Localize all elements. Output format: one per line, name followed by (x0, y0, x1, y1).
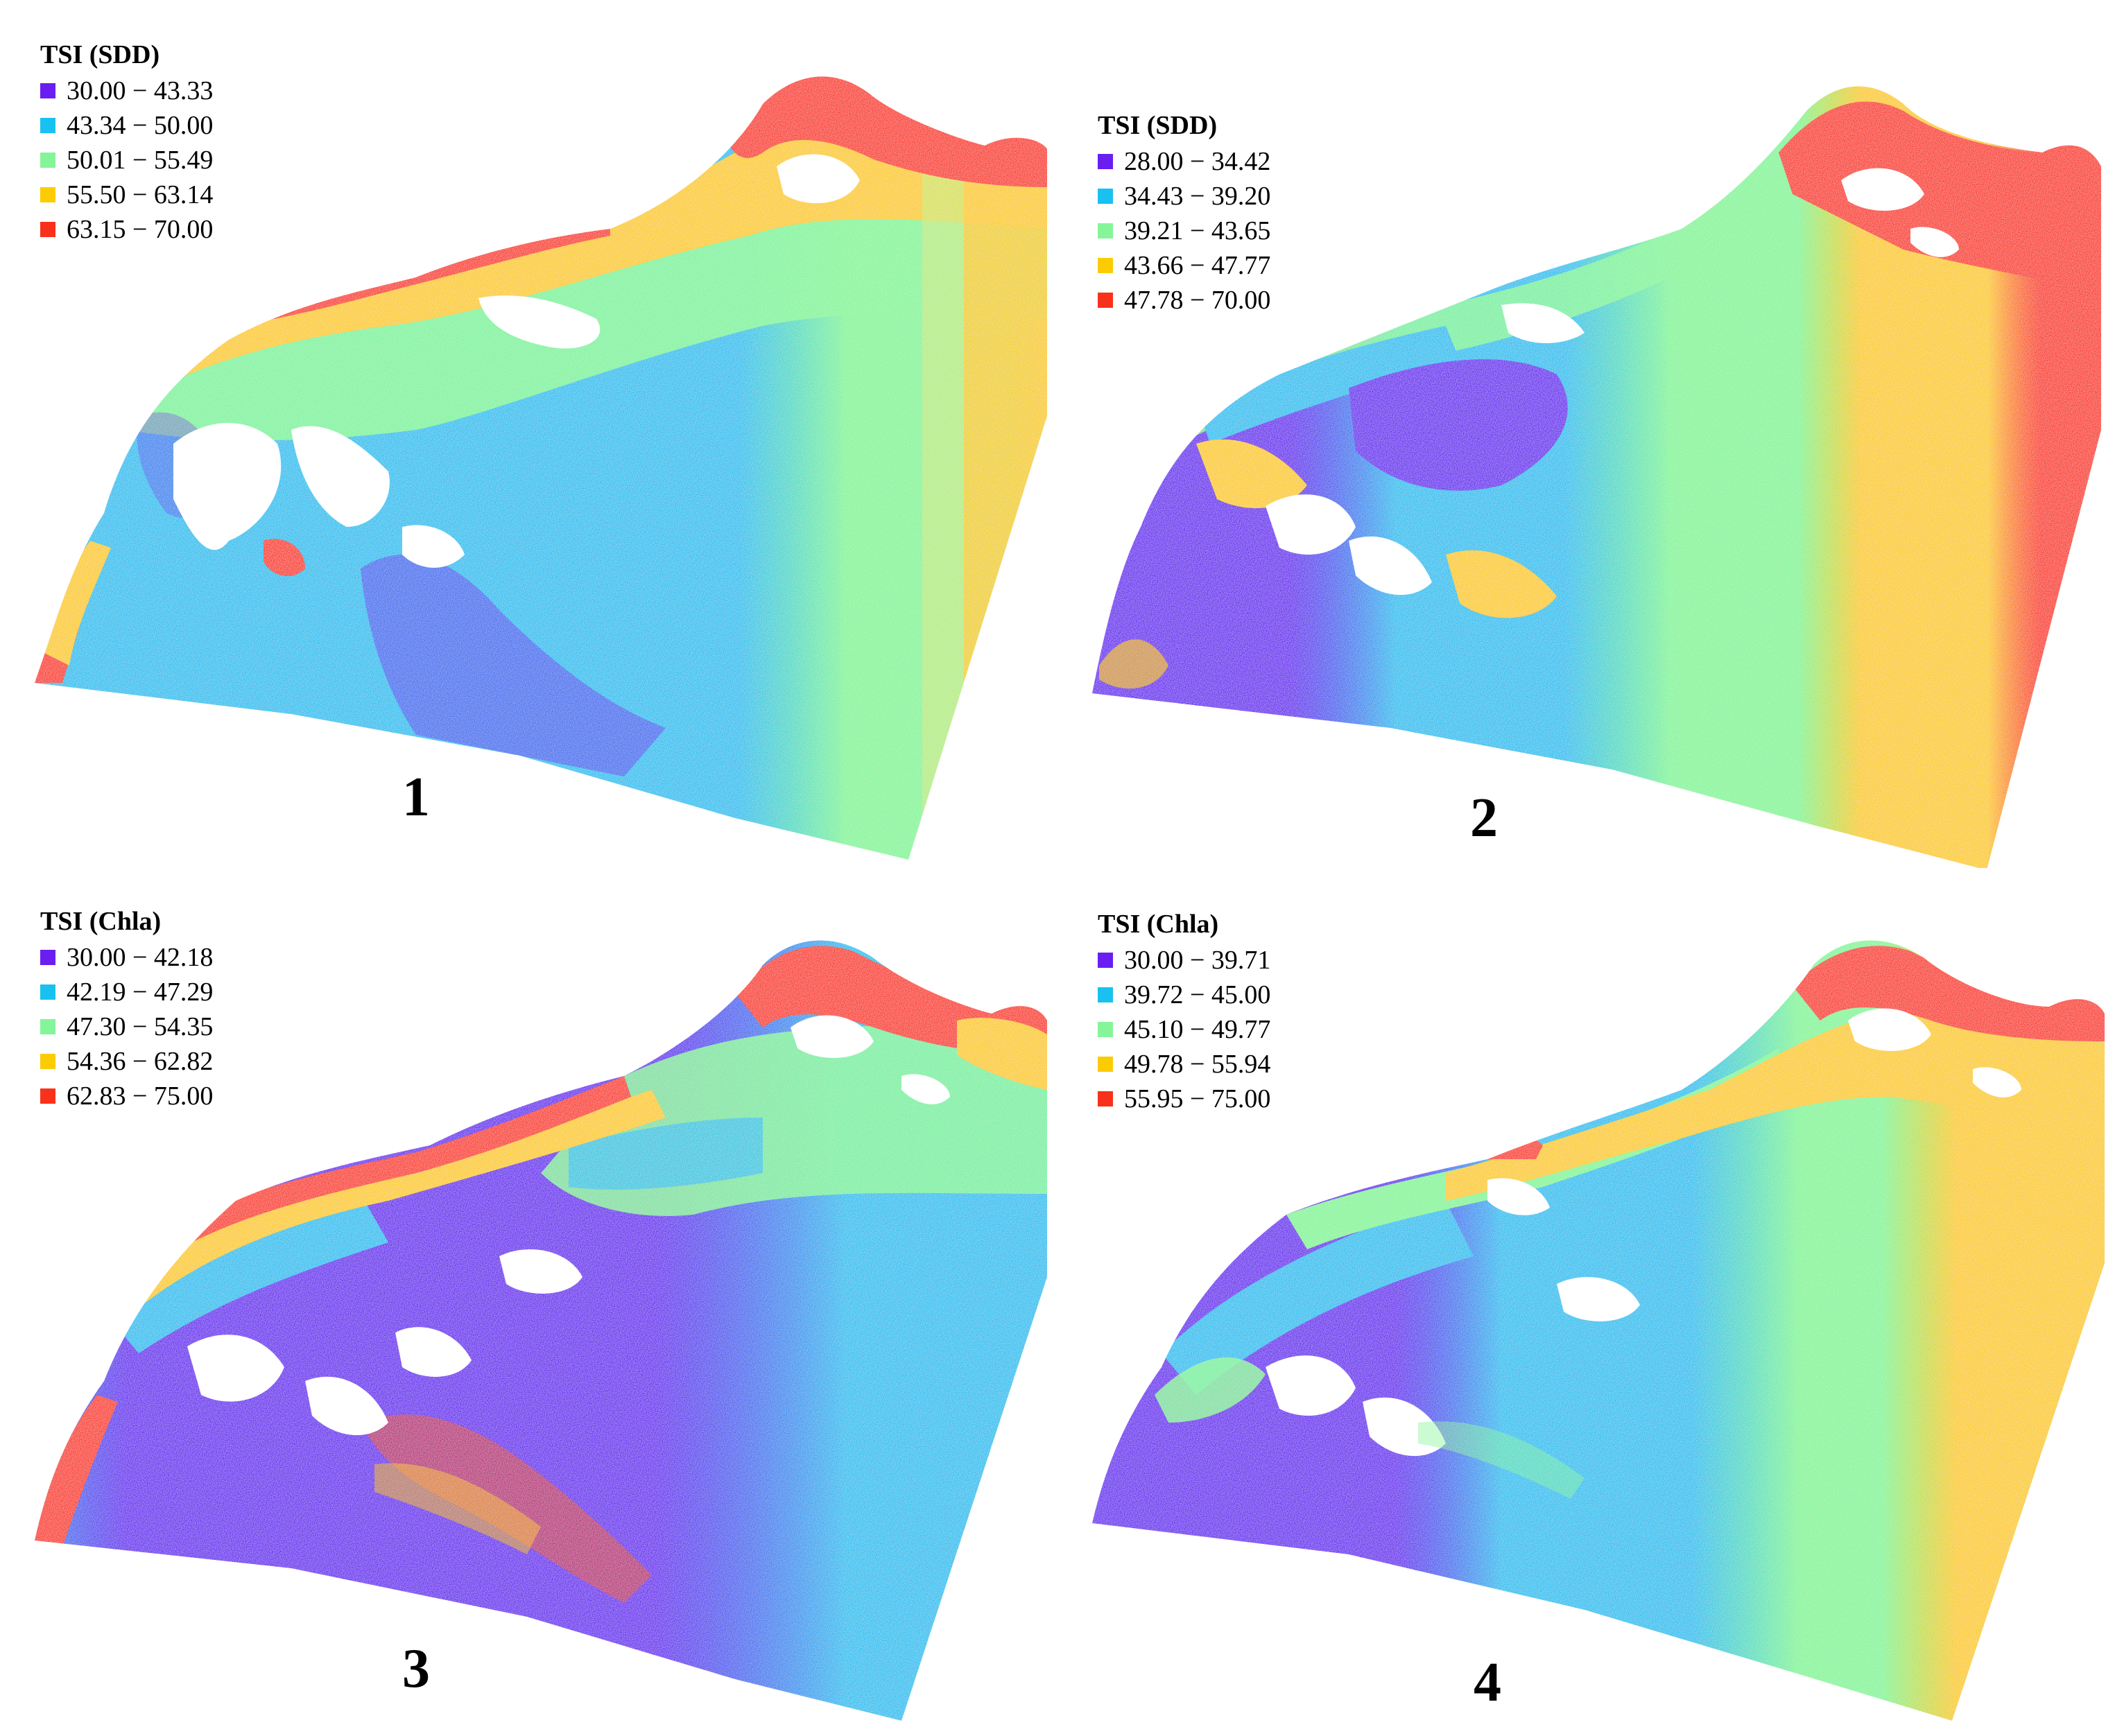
legend-2: TSI (SDD) 28.00 − 34.42 34.43 − 39.20 39… (1098, 110, 1270, 318)
legend-swatch (40, 153, 55, 168)
legend-swatch (1098, 1091, 1113, 1106)
legend-label: 47.78 − 70.00 (1124, 286, 1271, 315)
legend-swatch (40, 1088, 55, 1104)
legend-item: 30.00 − 43.33 (40, 73, 213, 108)
legend-label: 30.00 − 39.71 (1124, 946, 1271, 975)
legend-label: 34.43 − 39.20 (1124, 182, 1271, 211)
tsi-map-2 (1092, 86, 2101, 868)
legend-swatch (1098, 223, 1113, 238)
tsi-map-3 (35, 940, 1047, 1721)
legend-label: 49.78 − 55.94 (1124, 1050, 1271, 1079)
legend-swatch (1098, 154, 1113, 169)
legend-label: 62.83 − 75.00 (67, 1082, 214, 1111)
legend-swatch (1098, 953, 1113, 968)
legend-swatch (1098, 258, 1113, 273)
legend-title: TSI (Chla) (1098, 910, 1219, 939)
legend-3: TSI (Chla) 30.00 − 42.18 42.19 − 47.29 4… (40, 905, 213, 1113)
legend-swatch (40, 222, 55, 237)
legend-item: 50.01 − 55.49 (40, 143, 213, 177)
legend-swatch (40, 950, 55, 965)
legend-swatch (40, 187, 55, 202)
legend-label: 47.30 − 54.35 (67, 1012, 214, 1041)
map-panel-2: TSI (SDD) 28.00 − 34.42 34.43 − 39.20 39… (1058, 0, 2115, 868)
legend-item: 45.10 − 49.77 (1098, 1012, 1270, 1047)
legend-label: 63.15 − 70.00 (67, 215, 214, 244)
legend-label: 45.10 − 49.77 (1124, 1015, 1271, 1044)
legend-swatch (1098, 293, 1113, 308)
legend-item: 49.78 − 55.94 (1098, 1047, 1270, 1082)
legend-swatch (40, 1019, 55, 1034)
legend-item: 30.00 − 42.18 (40, 940, 213, 975)
legend-item: 54.36 − 62.82 (40, 1044, 213, 1079)
legend-item: 55.50 − 63.14 (40, 177, 213, 212)
legend-label: 50.01 − 55.49 (67, 146, 214, 175)
legend-swatch (40, 984, 55, 1000)
legend-label: 54.36 − 62.82 (67, 1047, 214, 1076)
legend-item: 30.00 − 39.71 (1098, 943, 1270, 978)
legend-4: TSI (Chla) 30.00 − 39.71 39.72 − 45.00 4… (1098, 908, 1270, 1116)
legend-label: 39.72 − 45.00 (1124, 980, 1271, 1009)
legend-title: TSI (SDD) (1098, 111, 1218, 140)
legend-item: 47.78 − 70.00 (1098, 283, 1270, 318)
legend-label: 42.19 − 47.29 (67, 978, 214, 1007)
map-panel-4: TSI (Chla) 30.00 − 39.71 39.72 − 45.00 4… (1058, 868, 2115, 1736)
legend-label: 43.66 − 47.77 (1124, 251, 1271, 280)
legend-label: 30.00 − 42.18 (67, 943, 214, 972)
map-panel-3: TSI (Chla) 30.00 − 42.18 42.19 − 47.29 4… (0, 868, 1058, 1736)
legend-title: TSI (SDD) (40, 40, 160, 69)
legend-item: 62.83 − 75.00 (40, 1079, 213, 1113)
legend-item: 39.72 − 45.00 (1098, 978, 1270, 1012)
legend-1: TSI (SDD) 30.00 − 43.33 43.34 − 50.00 50… (40, 39, 213, 247)
legend-item: 47.30 − 54.35 (40, 1009, 213, 1044)
legend-swatch (1098, 1057, 1113, 1072)
panel-number-3: 3 (402, 1638, 430, 1699)
panel-number-2: 2 (1470, 788, 1498, 849)
legend-label: 43.34 − 50.00 (67, 111, 214, 140)
legend-swatch (1098, 1022, 1113, 1037)
legend-title: TSI (Chla) (40, 907, 162, 936)
legend-item: 39.21 − 43.65 (1098, 214, 1270, 248)
legend-item: 63.15 − 70.00 (40, 212, 213, 247)
tsi-map-1 (35, 76, 1047, 860)
panel-number-1: 1 (402, 767, 430, 828)
legend-item: 43.66 − 47.77 (1098, 248, 1270, 283)
legend-label: 55.50 − 63.14 (67, 180, 214, 209)
legend-item: 34.43 − 39.20 (1098, 179, 1270, 214)
legend-swatch (1098, 987, 1113, 1002)
legend-swatch (40, 118, 55, 133)
legend-label: 28.00 − 34.42 (1124, 147, 1271, 176)
legend-swatch (1098, 189, 1113, 204)
legend-swatch (40, 1054, 55, 1069)
panel-number-4: 4 (1474, 1652, 1501, 1713)
legend-item: 42.19 − 47.29 (40, 975, 213, 1009)
legend-item: 55.95 − 75.00 (1098, 1082, 1270, 1116)
legend-label: 30.00 − 43.33 (67, 76, 214, 105)
map-panel-1: TSI (SDD) 30.00 − 43.33 43.34 − 50.00 50… (0, 0, 1058, 868)
legend-item: 43.34 − 50.00 (40, 108, 213, 143)
legend-item: 28.00 − 34.42 (1098, 144, 1270, 179)
tsi-map-4 (1092, 940, 2105, 1721)
legend-label: 55.95 − 75.00 (1124, 1084, 1271, 1113)
legend-swatch (40, 83, 55, 98)
legend-label: 39.21 − 43.65 (1124, 216, 1271, 245)
